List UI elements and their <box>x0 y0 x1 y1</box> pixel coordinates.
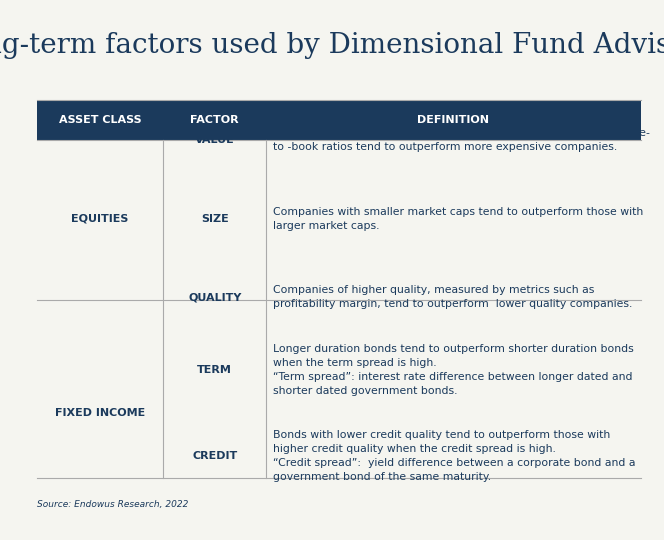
Text: Companies of higher quality, measured by metrics such as
profitability margin, t: Companies of higher quality, measured by… <box>273 285 632 309</box>
Text: CREDIT: CREDIT <box>192 451 238 461</box>
Text: Bonds with lower credit quality tend to outperform those with
higher credit qual: Bonds with lower credit quality tend to … <box>273 430 635 482</box>
Text: Long-term factors used by Dimensional Fund Advisors: Long-term factors used by Dimensional Fu… <box>0 32 664 59</box>
Text: SIZE: SIZE <box>201 214 228 224</box>
Text: ASSET CLASS: ASSET CLASS <box>58 115 141 125</box>
Text: VALUE: VALUE <box>195 136 234 145</box>
Text: EQUITIES: EQUITIES <box>71 214 129 224</box>
Text: Companies with smaller market caps tend to outperform those with
larger market c: Companies with smaller market caps tend … <box>273 207 643 231</box>
Text: Longer duration bonds tend to outperform shorter duration bonds
when the term sp: Longer duration bonds tend to outperform… <box>273 344 633 396</box>
Text: QUALITY: QUALITY <box>188 292 242 302</box>
Text: Source: Endowus Research, 2022: Source: Endowus Research, 2022 <box>37 501 188 509</box>
Text: FACTOR: FACTOR <box>191 115 239 125</box>
Text: Cheaper companies as measured by valuation metrics such as price-
to -book ratio: Cheaper companies as measured by valuati… <box>273 129 649 152</box>
Text: TERM: TERM <box>197 365 232 375</box>
Text: FIXED INCOME: FIXED INCOME <box>55 408 145 418</box>
Text: DEFINITION: DEFINITION <box>418 115 489 125</box>
FancyBboxPatch shape <box>37 100 641 140</box>
